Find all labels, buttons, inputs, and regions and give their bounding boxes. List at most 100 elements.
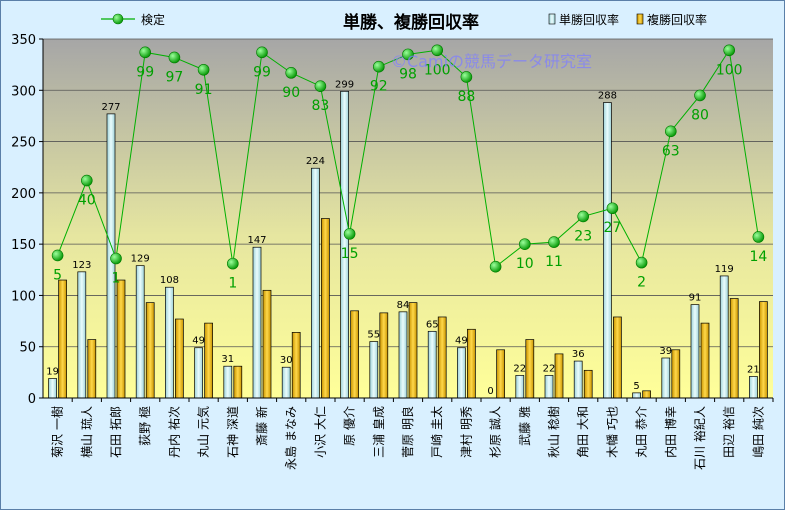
kentei-label: 98 — [399, 66, 417, 82]
kentei-point — [402, 48, 414, 61]
kentei-label: 2 — [637, 275, 646, 291]
bar-tansho — [573, 360, 583, 399]
kentei-label: 91 — [195, 82, 213, 98]
kentei-label: 1 — [228, 276, 237, 292]
kentei-line — [51, 44, 765, 273]
bar-fukusho — [175, 318, 184, 399]
bar-fukusho — [729, 298, 739, 399]
data-label-tansho: 55 — [367, 330, 380, 341]
kentei-label: 83 — [311, 98, 329, 114]
y-tick-label: 250 — [11, 136, 36, 151]
bar-tansho — [311, 167, 320, 399]
data-label-tansho: 39 — [659, 346, 672, 357]
data-label-tansho: 30 — [280, 355, 293, 366]
kentei-point — [372, 60, 385, 73]
kentei-point — [314, 80, 327, 92]
kentei-point — [256, 46, 268, 59]
data-label-tansho: 49 — [192, 336, 205, 347]
x-tick-label: 丸田 恭介 — [635, 406, 649, 458]
kentei-label: 1 — [112, 271, 121, 287]
bar-fukusho — [58, 279, 67, 399]
bar-fukusho — [613, 316, 622, 399]
bar-fukusho — [321, 218, 330, 399]
bar-tansho — [632, 392, 641, 399]
bar-fukusho — [671, 349, 681, 399]
bar-tansho — [603, 102, 612, 399]
data-label-tansho: 19 — [46, 367, 59, 378]
y-tick-label: 300 — [11, 84, 36, 99]
data-label-tansho: 22 — [513, 363, 526, 374]
data-label-tansho: 147 — [247, 235, 266, 246]
bar-fukusho — [87, 339, 97, 399]
kentei-point — [694, 89, 706, 102]
chart-title: 単勝、複勝回収率 — [343, 12, 479, 33]
data-label-tansho: 91 — [689, 293, 702, 304]
x-tick-label: 田辺 裕信 — [721, 406, 736, 458]
bar-fukusho — [467, 328, 476, 399]
kentei-label: 100 — [424, 62, 451, 78]
data-label-tansho: 123 — [72, 260, 91, 271]
kentei-label: 40 — [78, 193, 96, 209]
kentei-point — [431, 44, 444, 57]
kentei-point — [343, 228, 356, 240]
bar-fukusho — [204, 322, 213, 399]
x-tick-label: 三浦 皇成 — [372, 406, 386, 458]
data-label-tansho: 5 — [633, 381, 639, 392]
kentei-label: 100 — [716, 62, 743, 78]
bar-fukusho — [262, 289, 272, 399]
x-tick-label: 石田 拓郎 — [109, 406, 123, 458]
data-label-tansho: 31 — [221, 354, 234, 365]
data-label-tansho: 21 — [747, 364, 760, 375]
data-label-tansho: 65 — [426, 319, 439, 330]
data-label-tansho: 49 — [455, 336, 468, 347]
bar-tansho — [719, 275, 729, 399]
kentei-point — [606, 202, 619, 215]
legend-swatch-fukusho — [636, 13, 644, 25]
bar-fukusho — [583, 369, 593, 399]
x-tick-label: 丸山 元気 — [196, 406, 211, 458]
legend-swatch-tansho — [548, 13, 556, 25]
y-tick-label: 100 — [11, 289, 36, 304]
kentei-label: 10 — [516, 256, 534, 272]
kentei-point — [577, 210, 590, 223]
kentei-label: 97 — [165, 69, 183, 85]
data-label-tansho: 129 — [131, 254, 150, 265]
kentei-point — [548, 236, 560, 248]
bar-tansho — [194, 347, 203, 399]
kentei-label: 92 — [370, 79, 388, 95]
bar-fukusho — [554, 353, 564, 399]
kentei-point — [110, 252, 122, 265]
bar-tansho — [749, 376, 758, 399]
bar-tansho — [340, 90, 349, 399]
x-tick-label: 武藤 雅 — [517, 406, 532, 446]
kentei-label: 63 — [662, 143, 680, 159]
bar-fukusho — [642, 390, 651, 399]
x-tick-label: 小沢 大仁 — [313, 406, 327, 458]
legend-label-tansho: 単勝回収率 — [559, 12, 619, 27]
watermark: ©Camiの競馬データ研究室 — [391, 52, 592, 71]
x-tick-label: 横山 琉人 — [80, 406, 94, 458]
x-tick-label: 角田 大和 — [576, 406, 590, 458]
bar-tansho — [369, 341, 379, 399]
kentei-label: 88 — [457, 89, 475, 105]
bar-tansho — [165, 286, 174, 399]
data-label-tansho: 84 — [397, 300, 410, 311]
x-tick-label: 菅原 明良 — [400, 406, 415, 458]
kentei-point — [489, 260, 502, 273]
x-tick-label: 杉原 誠人 — [489, 406, 503, 458]
kentei-label: 27 — [603, 220, 621, 236]
kentei-point — [285, 67, 298, 79]
bar-fukusho — [496, 349, 505, 399]
bar-fukusho — [408, 302, 418, 399]
x-tick-label: 原 優介 — [343, 406, 357, 446]
data-label-tansho: 0 — [487, 386, 493, 397]
x-tick-label: 荻野 極 — [137, 406, 152, 446]
bar-tansho — [690, 304, 700, 399]
kentei-point — [460, 71, 473, 83]
bar-tansho — [252, 246, 262, 399]
bar-tansho — [457, 347, 466, 399]
x-tick-label: 内田 博幸 — [663, 406, 678, 458]
bar-tansho — [223, 365, 233, 399]
data-labels: 1912327712910849311473022429955846549022… — [46, 62, 767, 397]
